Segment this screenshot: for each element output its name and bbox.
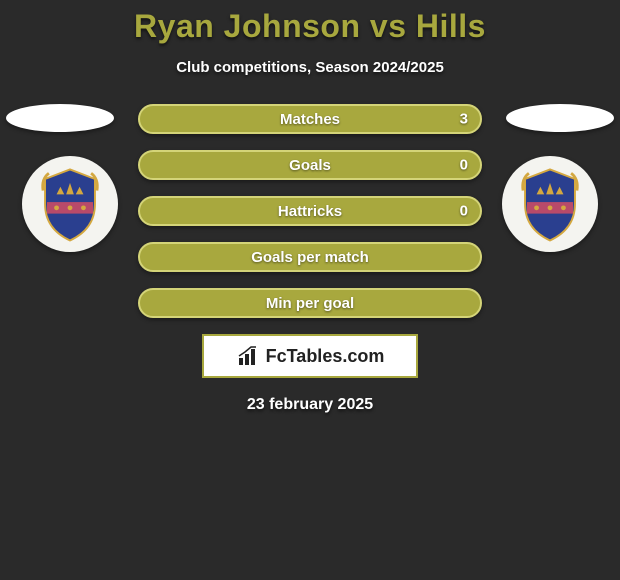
player-right-oval [506,104,614,132]
player-left-oval [6,104,114,132]
date-text: 23 february 2025 [0,396,620,414]
stat-label: Matches [280,111,340,128]
stat-label: Goals [289,157,331,174]
stat-row-matches: Matches 3 [138,104,482,134]
page-title: Ryan Johnson vs Hills [0,0,620,45]
stat-rows: Matches 3 Goals 0 Hattricks 0 Goals per … [138,104,482,318]
stat-row-min-per-goal: Min per goal [138,288,482,318]
stat-right-value: 0 [460,157,468,174]
subtitle: Club competitions, Season 2024/2025 [0,59,620,76]
stat-label: Min per goal [266,295,354,312]
bar-chart-icon [236,344,260,368]
stat-label: Goals per match [251,249,369,266]
stat-right-value: 3 [460,111,468,128]
club-crest-left [22,156,118,252]
stats-area: Matches 3 Goals 0 Hattricks 0 Goals per … [0,104,620,414]
club-crest-right [502,156,598,252]
brand-text: FcTables.com [266,346,385,367]
crest-icon [22,156,118,252]
stat-row-hattricks: Hattricks 0 [138,196,482,226]
stat-row-goals: Goals 0 [138,150,482,180]
stat-label: Hattricks [278,203,342,220]
crest-icon [502,156,598,252]
stat-row-goals-per-match: Goals per match [138,242,482,272]
stat-right-value: 0 [460,203,468,220]
brand-box[interactable]: FcTables.com [202,334,418,378]
